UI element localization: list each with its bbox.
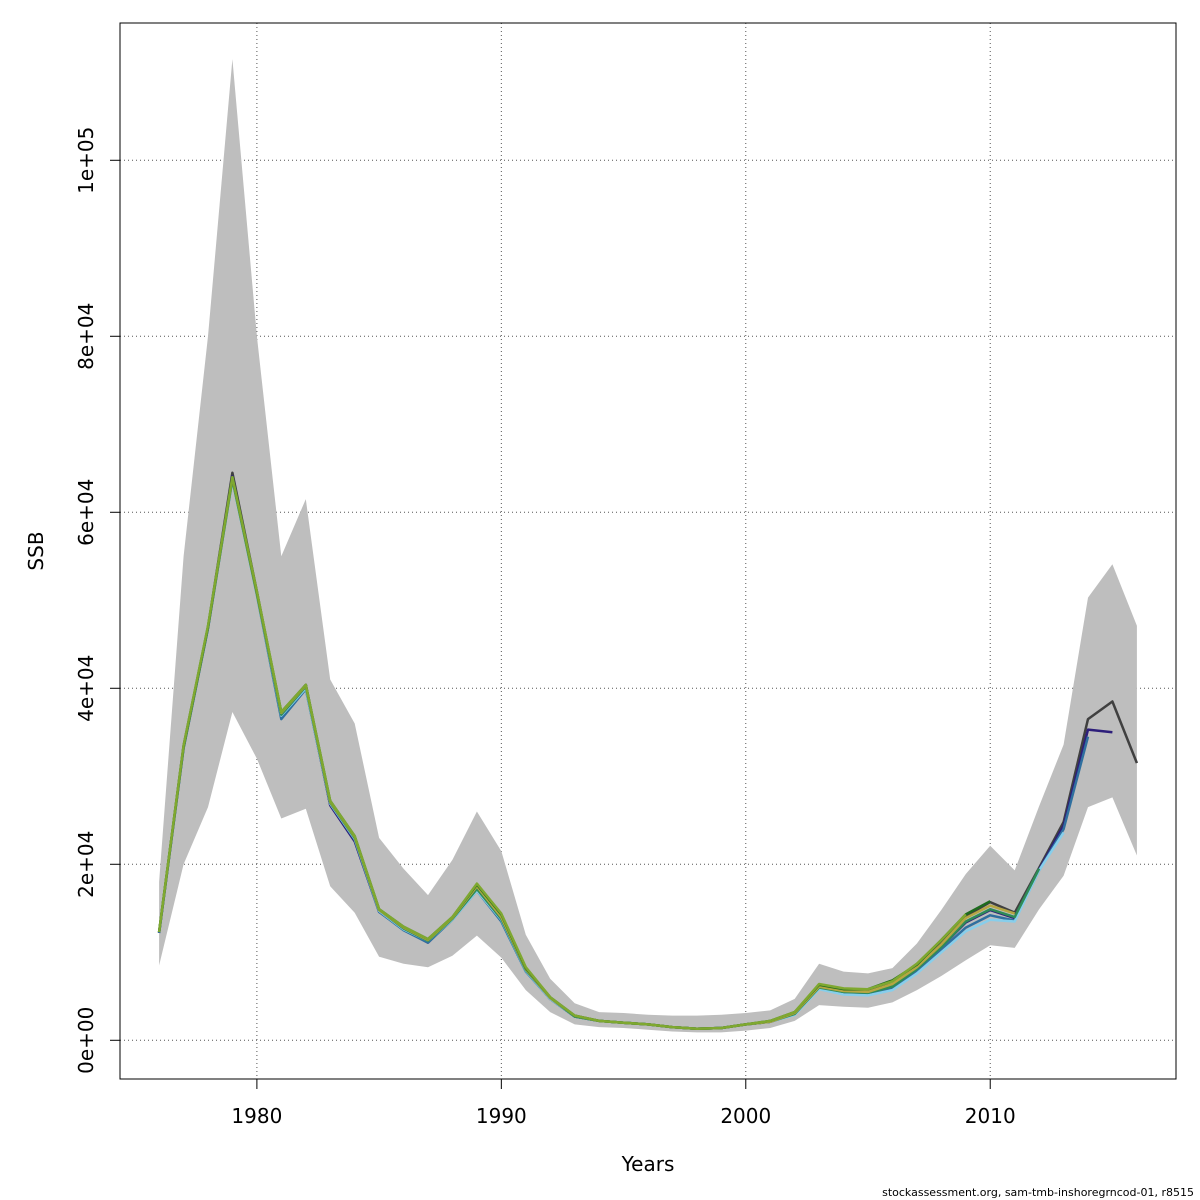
x-tick-label: 2000 xyxy=(720,1104,771,1128)
x-tick-label: 1990 xyxy=(476,1104,527,1128)
y-tick-label: 1e+05 xyxy=(74,127,98,194)
x-tick-label: 2010 xyxy=(965,1104,1016,1128)
y-tick-label: 2e+04 xyxy=(74,831,98,898)
x-tick-label: 1980 xyxy=(231,1104,282,1128)
x-axis-title: Years xyxy=(621,1152,675,1176)
y-axis: 0e+00 2e+04 4e+04 6e+04 8e+04 1e+05 xyxy=(74,127,120,1074)
x-axis: 1980 1990 2000 2010 xyxy=(231,1079,1016,1128)
series-line-8 xyxy=(157,475,967,1031)
series-lines xyxy=(157,471,1139,1031)
plot-frame xyxy=(119,22,1177,1080)
y-tick-label: 6e+04 xyxy=(74,479,98,546)
footer-credit: stockassessment.org, sam-tmb-inshoregrnc… xyxy=(882,1186,1194,1199)
confidence-band xyxy=(159,59,1137,1033)
y-tick-label: 8e+04 xyxy=(74,303,98,370)
y-tick-label: 4e+04 xyxy=(74,655,98,722)
confidence-band-area xyxy=(159,59,1137,1033)
y-tick-label: 0e+00 xyxy=(74,1007,98,1074)
y-axis-title: SSB xyxy=(24,531,48,570)
